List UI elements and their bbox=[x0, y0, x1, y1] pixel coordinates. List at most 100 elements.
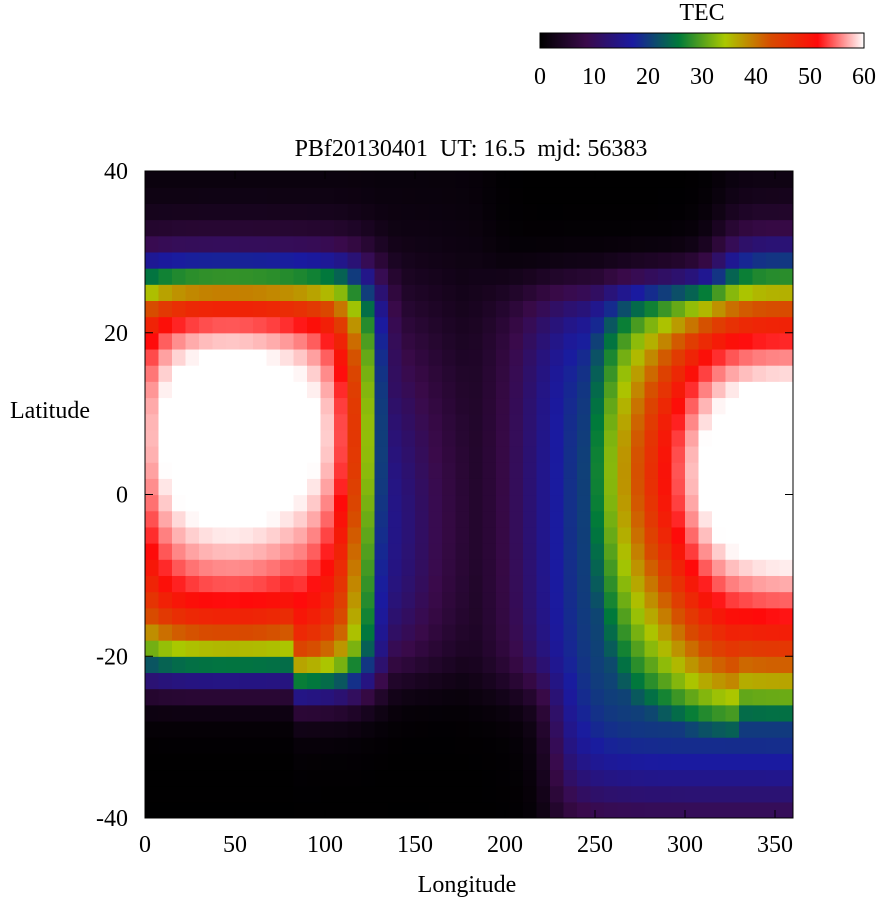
heatmap-cell bbox=[685, 704, 700, 722]
heatmap-cell bbox=[631, 187, 646, 204]
heatmap-cell bbox=[199, 381, 214, 399]
heatmap-cell bbox=[712, 737, 727, 754]
heatmap-cell bbox=[185, 219, 200, 237]
heatmap-cell bbox=[455, 478, 470, 496]
heatmap-cell bbox=[239, 429, 254, 447]
heatmap-cell bbox=[469, 591, 484, 609]
heatmap-cell bbox=[374, 348, 389, 366]
heatmap-cell bbox=[766, 429, 781, 447]
heatmap-cell bbox=[631, 365, 646, 382]
heatmap-cell bbox=[293, 187, 308, 204]
heatmap-cell bbox=[509, 623, 524, 641]
heatmap-cell bbox=[172, 251, 187, 269]
heatmap-cell bbox=[523, 494, 538, 512]
heatmap-cell bbox=[185, 300, 200, 318]
heatmap-cell bbox=[685, 543, 700, 560]
heatmap-cell bbox=[212, 526, 227, 544]
heatmap-cell bbox=[658, 365, 673, 382]
heatmap-cell bbox=[590, 268, 605, 285]
heatmap-cell bbox=[577, 235, 592, 253]
heatmap-cell bbox=[536, 801, 551, 818]
heatmap-cell bbox=[523, 284, 538, 301]
heatmap-cell bbox=[185, 284, 200, 301]
heatmap-cell bbox=[563, 785, 578, 803]
heatmap-cell bbox=[239, 316, 254, 334]
heatmap-cell bbox=[293, 235, 308, 253]
x-tick-label: 100 bbox=[307, 832, 343, 858]
heatmap-cell bbox=[766, 510, 781, 528]
heatmap-cell bbox=[158, 623, 173, 641]
heatmap-cell bbox=[509, 381, 524, 399]
heatmap-cell bbox=[199, 543, 214, 560]
heatmap-cell bbox=[388, 494, 403, 512]
heatmap-cell bbox=[698, 219, 713, 237]
heatmap-cell bbox=[469, 769, 484, 787]
heatmap-cell bbox=[442, 704, 457, 722]
heatmap-cell bbox=[523, 171, 538, 188]
heatmap-cell bbox=[698, 737, 713, 754]
heatmap-cell bbox=[779, 219, 793, 237]
heatmap-cell bbox=[712, 397, 727, 415]
heatmap-cell bbox=[739, 623, 754, 641]
heatmap-cell bbox=[185, 591, 200, 609]
heatmap-cell bbox=[604, 316, 619, 334]
heatmap-cell bbox=[590, 203, 605, 221]
heatmap-cell bbox=[226, 753, 241, 771]
heatmap-cell bbox=[361, 591, 376, 609]
heatmap-cell bbox=[226, 332, 241, 350]
heatmap-cell bbox=[766, 559, 781, 576]
heatmap-cell bbox=[550, 672, 565, 690]
heatmap-cell bbox=[644, 187, 659, 204]
heatmap-cell bbox=[671, 171, 686, 188]
heatmap-cell bbox=[172, 801, 187, 818]
heatmap-cell bbox=[442, 235, 457, 253]
heatmap-cell bbox=[266, 720, 281, 738]
heatmap-cell bbox=[185, 397, 200, 415]
heatmap-cell bbox=[766, 575, 781, 593]
heatmap-cell bbox=[577, 332, 592, 350]
heatmap-cell bbox=[320, 187, 335, 204]
heatmap-cell bbox=[644, 704, 659, 722]
heatmap-cell bbox=[685, 268, 700, 285]
heatmap-cell bbox=[752, 623, 767, 641]
heatmap-cell bbox=[658, 445, 673, 463]
heatmap-cell bbox=[685, 251, 700, 269]
heatmap-cell bbox=[712, 219, 727, 237]
heatmap-cell bbox=[374, 413, 389, 431]
heatmap-cell bbox=[388, 688, 403, 706]
heatmap-cell bbox=[280, 284, 295, 301]
heatmap-cell bbox=[428, 332, 443, 350]
heatmap-cell bbox=[685, 607, 700, 625]
heatmap-cell bbox=[307, 591, 322, 609]
heatmap-cell bbox=[752, 332, 767, 350]
heatmap-cell bbox=[698, 607, 713, 625]
heatmap-cell bbox=[145, 478, 160, 496]
heatmap-cell bbox=[644, 300, 659, 318]
heatmap-cell bbox=[320, 607, 335, 625]
heatmap-cell bbox=[374, 494, 389, 512]
heatmap-cell bbox=[590, 494, 605, 512]
heatmap-cell bbox=[334, 348, 349, 366]
heatmap-cell bbox=[509, 510, 524, 528]
heatmap-cell bbox=[644, 332, 659, 350]
heatmap-cell bbox=[185, 462, 200, 479]
heatmap-cell bbox=[671, 332, 686, 350]
heatmap-cell bbox=[226, 559, 241, 576]
heatmap-cell bbox=[266, 445, 281, 463]
heatmap-cell bbox=[712, 494, 727, 512]
heatmap-cell bbox=[320, 801, 335, 818]
heatmap-cell bbox=[172, 720, 187, 738]
heatmap-cell bbox=[698, 413, 713, 431]
heatmap-cell bbox=[415, 672, 430, 690]
heatmap-cell bbox=[617, 688, 632, 706]
heatmap-cell bbox=[253, 559, 268, 576]
heatmap-cell bbox=[698, 510, 713, 528]
heatmap-cell bbox=[293, 785, 308, 803]
heatmap-cell bbox=[185, 656, 200, 674]
heatmap-cell bbox=[739, 429, 754, 447]
heatmap-cell bbox=[172, 704, 187, 722]
heatmap-cell bbox=[590, 607, 605, 625]
heatmap-cell bbox=[698, 284, 713, 301]
heatmap-cell bbox=[725, 543, 740, 560]
heatmap-cell bbox=[212, 251, 227, 269]
